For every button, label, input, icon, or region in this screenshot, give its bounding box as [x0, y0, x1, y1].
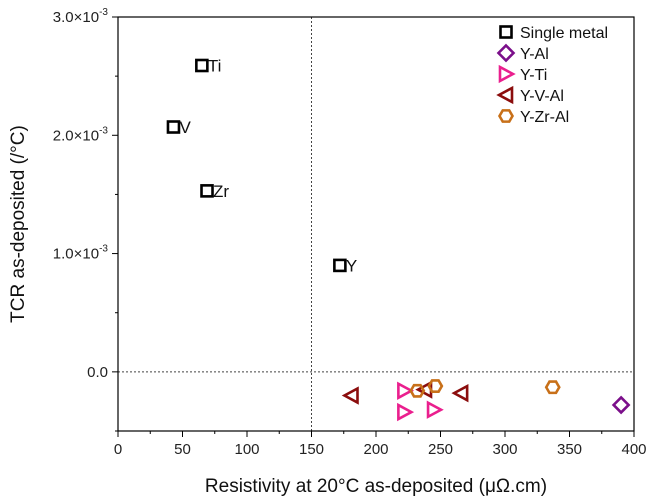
x-axis-title: Resistivity at 20°C as-deposited (μΩ.cm) — [205, 476, 547, 497]
data-point — [397, 381, 415, 400]
x-tick-label: 250 — [428, 441, 453, 458]
y-tick-label: 2.0×10-3 — [53, 125, 109, 144]
x-tick-label: 300 — [492, 441, 517, 458]
series-single-metal: Ti V Zr Y — [166, 56, 357, 275]
point-label: Ti — [208, 56, 222, 75]
data-point — [409, 383, 426, 398]
data-point — [544, 380, 561, 395]
point-label: V — [179, 118, 191, 137]
legend-marker — [499, 25, 513, 39]
legend-marker — [498, 64, 516, 84]
series-y-ti — [397, 381, 444, 422]
data-point — [200, 184, 214, 198]
data-point — [611, 395, 631, 415]
x-tick-label: 50 — [174, 441, 191, 458]
plot-frame — [117, 16, 635, 432]
x-tick-label: 100 — [234, 441, 259, 458]
legend-label: Y-Ti — [520, 67, 547, 84]
data-point — [427, 379, 444, 393]
data-points: Ti V Zr Y — [166, 56, 631, 422]
legend-item: Y-V-Al — [496, 85, 564, 105]
data-point — [397, 402, 415, 422]
data-point — [341, 386, 359, 405]
legend-label: Y-Zr-Al — [520, 109, 569, 126]
data-point — [451, 383, 469, 403]
series-y-zr-al — [409, 379, 561, 398]
x-tick-label: 0 — [114, 441, 122, 458]
legend-item: Single metal — [499, 25, 608, 42]
series-y-al — [611, 395, 631, 415]
x-tick-label: 150 — [299, 441, 324, 458]
legend-marker — [496, 85, 514, 105]
y-tick-label: 1.0×10-3 — [53, 244, 109, 263]
y-tick-label: 3.0×10-3 — [53, 7, 109, 26]
data-point — [195, 58, 209, 73]
legend-marker — [496, 43, 516, 63]
legend-label: Y-V-Al — [520, 88, 564, 105]
legend-item: Y-Ti — [498, 64, 547, 84]
x-axis-ticks: 0 50 100 150 200 250 300 350 400 — [114, 431, 647, 458]
point-label: Y — [346, 256, 357, 275]
legend-marker — [497, 109, 515, 123]
y-axis-title: TCR as-deposited (/°C) — [8, 125, 29, 323]
data-point — [426, 400, 444, 419]
legend-label: Y-Al — [520, 46, 549, 63]
legend: Single metal Y-Al Y-Ti Y-V-Al Y-Zr-Al — [496, 25, 608, 126]
reference-lines — [118, 17, 634, 431]
x-tick-label: 400 — [621, 441, 646, 458]
legend-label: Single metal — [520, 25, 608, 42]
legend-item: Y-Al — [496, 43, 549, 63]
y-axis-ticks: 3.0×10-3 2.0×10-3 1.0×10-3 0.0 — [53, 7, 118, 432]
x-tick-label: 200 — [363, 441, 388, 458]
legend-item: Y-Zr-Al — [497, 109, 569, 126]
x-tick-label: 350 — [557, 441, 582, 458]
point-label: Zr — [213, 182, 229, 201]
axes — [117, 16, 635, 432]
data-point — [166, 120, 181, 134]
y-tick-label: 0.0 — [87, 364, 108, 381]
data-point — [333, 258, 347, 273]
